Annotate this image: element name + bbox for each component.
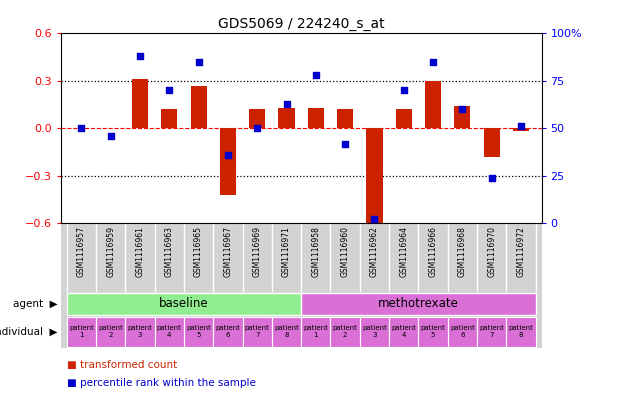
Point [428, 59, 438, 65]
Text: patient
1: patient 1 [69, 325, 94, 338]
Text: GSM1116972: GSM1116972 [517, 226, 525, 277]
Bar [513, 128, 529, 132]
Bar [249, 109, 265, 128]
Text: ■ percentile rank within the sample: ■ percentile rank within the sample [67, 378, 256, 388]
Point [458, 106, 468, 112]
Text: patient
5: patient 5 [420, 325, 445, 338]
Point [135, 53, 145, 59]
Text: GSM1116965: GSM1116965 [194, 226, 203, 277]
Text: GSM1116960: GSM1116960 [341, 226, 350, 277]
Text: GSM1116963: GSM1116963 [165, 226, 174, 277]
Bar [448, 316, 477, 347]
Text: patient
7: patient 7 [245, 325, 270, 338]
Bar [184, 316, 213, 347]
Text: GSM1116958: GSM1116958 [311, 226, 320, 277]
Bar [389, 316, 419, 347]
Text: GSM1116970: GSM1116970 [487, 226, 496, 277]
Text: patient
8: patient 8 [274, 325, 299, 338]
Bar [425, 81, 441, 128]
Text: patient
2: patient 2 [98, 325, 123, 338]
Title: GDS5069 / 224240_s_at: GDS5069 / 224240_s_at [218, 17, 384, 31]
Text: baseline: baseline [159, 297, 209, 310]
Text: GSM1116962: GSM1116962 [370, 226, 379, 277]
Bar [132, 79, 148, 128]
Text: methotrexate: methotrexate [378, 297, 459, 310]
Text: patient
4: patient 4 [391, 325, 416, 338]
Point [516, 123, 526, 130]
Text: GSM1116966: GSM1116966 [428, 226, 438, 277]
Bar [155, 316, 184, 347]
Point [369, 216, 379, 222]
Bar [213, 316, 243, 347]
Bar [96, 316, 125, 347]
Text: patient
3: patient 3 [362, 325, 387, 338]
Bar [301, 293, 536, 315]
Text: agent  ▶: agent ▶ [13, 299, 58, 309]
Point [281, 101, 291, 107]
Text: GSM1116967: GSM1116967 [224, 226, 232, 277]
Point [340, 140, 350, 147]
Point [194, 59, 204, 65]
Bar [66, 316, 96, 347]
Point [252, 125, 262, 131]
Text: patient
1: patient 1 [304, 325, 329, 338]
Text: patient
8: patient 8 [509, 325, 533, 338]
Text: patient
6: patient 6 [450, 325, 475, 338]
Bar [455, 106, 471, 128]
Text: patient
7: patient 7 [479, 325, 504, 338]
Text: ■ transformed count: ■ transformed count [67, 360, 178, 371]
Text: patient
5: patient 5 [186, 325, 211, 338]
Bar [484, 128, 500, 157]
Text: GSM1116968: GSM1116968 [458, 226, 467, 277]
Point [399, 87, 409, 94]
Text: GSM1116961: GSM1116961 [135, 226, 145, 277]
Point [223, 152, 233, 158]
Bar [125, 316, 155, 347]
Bar [243, 316, 272, 347]
Point [311, 72, 321, 78]
Bar [66, 293, 301, 315]
Bar [396, 109, 412, 128]
Text: patient
3: patient 3 [127, 325, 152, 338]
Text: individual  ▶: individual ▶ [0, 327, 58, 337]
Bar [330, 316, 360, 347]
Bar [366, 128, 383, 223]
Bar [191, 86, 207, 128]
Bar [161, 109, 178, 128]
Point [487, 174, 497, 181]
Bar [301, 316, 330, 347]
Bar [272, 316, 301, 347]
Bar [278, 108, 294, 128]
Text: GSM1116964: GSM1116964 [399, 226, 408, 277]
Point [76, 125, 86, 131]
Bar [477, 316, 506, 347]
Text: patient
4: patient 4 [157, 325, 182, 338]
Bar [337, 109, 353, 128]
Point [165, 87, 175, 94]
Text: patient
2: patient 2 [333, 325, 358, 338]
Text: GSM1116971: GSM1116971 [282, 226, 291, 277]
Text: patient
6: patient 6 [215, 325, 240, 338]
Bar [419, 316, 448, 347]
Text: GSM1116957: GSM1116957 [77, 226, 86, 277]
Bar [360, 316, 389, 347]
Bar [506, 316, 536, 347]
Bar [220, 128, 236, 195]
Text: GSM1116959: GSM1116959 [106, 226, 115, 277]
Text: GSM1116969: GSM1116969 [253, 226, 261, 277]
Bar [308, 108, 324, 128]
Point [106, 133, 116, 139]
